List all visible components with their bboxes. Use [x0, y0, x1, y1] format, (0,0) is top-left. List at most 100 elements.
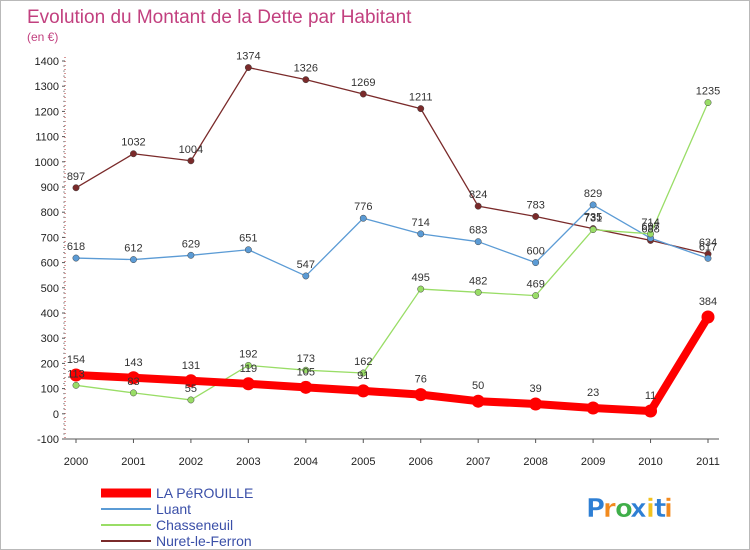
chart-subtitle: (en €) [27, 30, 58, 44]
data-point [187, 396, 195, 404]
data-point [589, 226, 597, 234]
x-tick-label: 2006 [408, 456, 432, 468]
y-tick-label: 400 [41, 308, 59, 320]
data-label: 629 [182, 238, 200, 250]
data-label: 91 [357, 370, 369, 382]
data-point [184, 374, 198, 388]
logo-letter: o [615, 494, 633, 524]
data-point [586, 401, 600, 415]
y-tick-label: 100 [41, 384, 59, 396]
data-label: 469 [526, 279, 544, 291]
data-label: 23 [587, 387, 599, 399]
data-label: 714 [412, 217, 430, 229]
data-point [72, 184, 80, 192]
data-label: 1374 [236, 51, 260, 63]
data-label: 105 [297, 366, 315, 378]
data-point [302, 272, 310, 280]
data-point [69, 368, 83, 382]
data-label: 683 [469, 225, 487, 237]
series-layer [69, 64, 715, 418]
data-point [356, 384, 370, 398]
data-labels: 8971032100413741326126912118247837356886… [67, 51, 720, 402]
series-line [72, 313, 712, 416]
legend: LA PéROUILLELuantChasseneuilNuret-le-Fer… [101, 485, 253, 549]
data-label: 154 [67, 354, 85, 366]
data-point [474, 238, 482, 246]
data-point [417, 230, 425, 238]
y-tick-label: 1000 [35, 157, 59, 169]
data-label: 714 [641, 217, 659, 229]
data-point [704, 99, 712, 107]
x-tick-label: 2009 [581, 456, 605, 468]
data-point [244, 361, 252, 369]
data-point [359, 369, 367, 377]
data-point [704, 254, 712, 262]
data-point [589, 201, 597, 209]
data-point [126, 371, 140, 385]
y-tick-label: 900 [41, 182, 59, 194]
data-label: 39 [530, 383, 542, 395]
data-point [532, 213, 540, 220]
logo-letter: r [603, 494, 616, 524]
data-label: 113 [67, 368, 85, 380]
x-tick-label: 2010 [638, 456, 662, 468]
x-tick-label: 2008 [523, 456, 547, 468]
y-tick-label: 0 [53, 409, 59, 421]
data-label: 83 [127, 376, 139, 388]
data-label: 11 [645, 390, 656, 402]
y-tick-label: 500 [41, 283, 59, 295]
data-label: 55 [185, 383, 197, 395]
data-point [187, 251, 195, 259]
data-point [359, 90, 367, 98]
data-label: 829 [584, 188, 602, 200]
y-tick-label: 1100 [35, 132, 59, 144]
data-label: 173 [297, 353, 315, 365]
data-label: 162 [354, 356, 372, 368]
data-label: 192 [239, 348, 257, 360]
x-tick-label: 2000 [64, 456, 88, 468]
data-point [532, 259, 540, 267]
data-point [474, 288, 482, 296]
data-label: 688 [641, 223, 659, 235]
data-label: 495 [412, 272, 430, 284]
y-tick-label: 200 [41, 358, 59, 370]
series-line [75, 204, 709, 277]
data-point [72, 254, 80, 262]
data-label: 1269 [351, 77, 375, 89]
x-tick-label: 2005 [351, 456, 375, 468]
data-point [130, 150, 137, 158]
data-point [529, 397, 543, 411]
series-line [75, 101, 709, 401]
data-label: 384 [699, 296, 717, 308]
x-tick-label: 2007 [466, 456, 490, 468]
data-label: 119 [240, 363, 258, 375]
legend-label: Chasseneuil [156, 517, 233, 533]
legend-label: Nuret-le-Ferron [156, 533, 252, 549]
data-label: 482 [469, 275, 487, 287]
data-label: 600 [526, 246, 544, 258]
data-point [417, 105, 425, 113]
data-label: 735 [584, 212, 602, 224]
data-label: 776 [354, 201, 372, 213]
x-tick-label: 2003 [236, 456, 260, 468]
data-point [130, 389, 137, 397]
data-label: 617 [699, 241, 717, 253]
data-point [302, 366, 310, 374]
data-point [532, 292, 540, 300]
data-label: 143 [124, 357, 142, 369]
data-label: 1211 [409, 92, 433, 104]
data-label: 618 [67, 241, 85, 253]
data-label: 824 [469, 189, 487, 201]
data-point [647, 230, 654, 238]
x-tick-label: 2011 [696, 456, 720, 468]
data-point [359, 214, 367, 222]
logo-letter: P [586, 494, 605, 524]
data-point [244, 246, 252, 254]
data-label: 50 [472, 380, 484, 392]
data-label: 76 [415, 374, 427, 386]
data-label: 1004 [179, 144, 203, 156]
axes: -100 0 100 200 300 400 500 600 700 800 900 1000 1100… [35, 56, 720, 468]
data-point [299, 380, 313, 394]
